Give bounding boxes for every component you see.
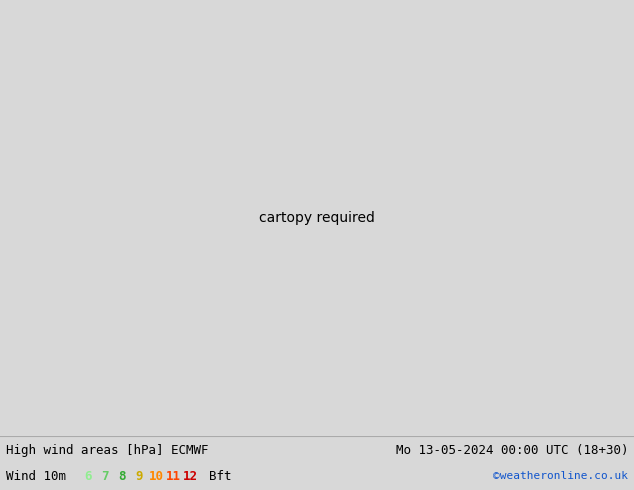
Text: ©weatheronline.co.uk: ©weatheronline.co.uk	[493, 471, 628, 481]
Text: 8: 8	[119, 469, 126, 483]
Text: 9: 9	[135, 469, 143, 483]
Text: High wind areas [hPa] ECMWF: High wind areas [hPa] ECMWF	[6, 443, 209, 457]
Text: 7: 7	[101, 469, 109, 483]
Text: 11: 11	[165, 469, 181, 483]
Text: 6: 6	[84, 469, 92, 483]
Text: Mo 13-05-2024 00:00 UTC (18+30): Mo 13-05-2024 00:00 UTC (18+30)	[396, 443, 628, 457]
Text: Wind 10m: Wind 10m	[6, 469, 66, 483]
Text: 12: 12	[183, 469, 198, 483]
Text: 10: 10	[148, 469, 164, 483]
Text: Bft: Bft	[209, 469, 231, 483]
Text: cartopy required: cartopy required	[259, 211, 375, 225]
